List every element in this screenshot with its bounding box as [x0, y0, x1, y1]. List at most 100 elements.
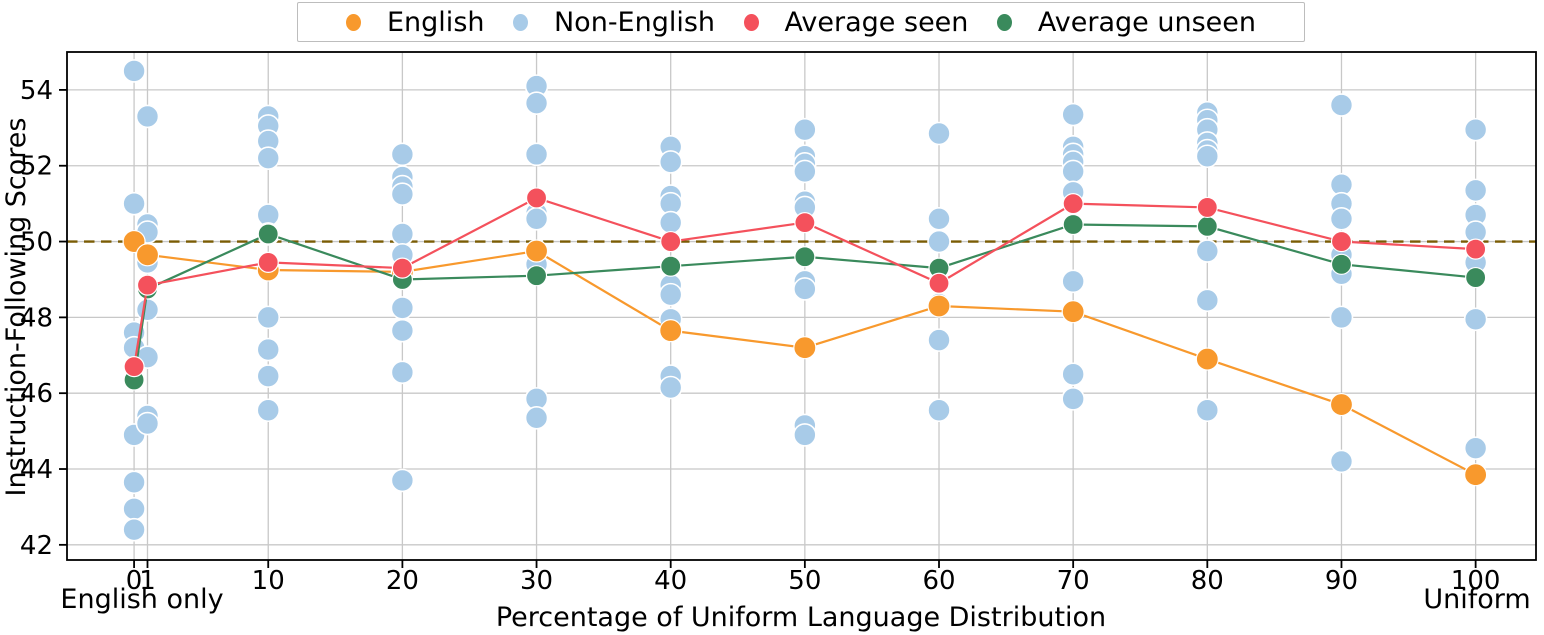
series-marker-average-unseen [794, 246, 816, 268]
series-marker-english [927, 294, 951, 318]
scatter-point-non-english [927, 398, 951, 423]
scatter-point-non-english [135, 297, 160, 322]
y-tick-label: 52 [20, 152, 53, 182]
scatter-point-non-english [256, 364, 281, 388]
scatter-point-non-english [1061, 362, 1085, 387]
y-tick-label: 44 [20, 455, 53, 485]
y-tick-label: 48 [20, 303, 53, 333]
scatter-point-non-english [1061, 102, 1085, 127]
legend-marker-icon [512, 13, 528, 31]
series-marker-average-seen [660, 230, 682, 253]
scatter-point-non-english [793, 277, 817, 301]
x-tick-label: 1 [139, 566, 156, 596]
y-axis-title: Instruction-Following Scores [1, 117, 32, 497]
x-tick-label: 40 [654, 566, 687, 596]
scatter-point-non-english [658, 150, 683, 174]
scatter-point-non-english [390, 360, 415, 385]
series-marker-average-unseen [1465, 266, 1487, 289]
scatter-point-non-english [1463, 436, 1488, 460]
series-marker-average-seen [794, 211, 816, 234]
series-marker-average-unseen [525, 265, 548, 287]
scatter-point-non-english [256, 398, 281, 423]
scatter-point-non-english [1329, 449, 1354, 474]
series-marker-average-seen [123, 356, 145, 378]
series-marker-average-unseen [1062, 213, 1084, 236]
scatter-point-non-english [390, 468, 415, 493]
scatter-point-non-english [390, 222, 415, 246]
x-axis-title: Percentage of Uniform Language Distribut… [495, 602, 1107, 633]
scatter-point-non-english [927, 121, 951, 146]
series-marker-average-seen [136, 274, 159, 296]
y-tick-label: 42 [20, 531, 53, 561]
series-marker-english [793, 336, 817, 360]
legend-label: Non-English [553, 6, 716, 38]
legend-marker-icon [996, 13, 1012, 31]
x-axis-context-english-only: English only [60, 584, 224, 615]
scatter-point-non-english [390, 318, 415, 343]
series-marker-english [524, 239, 549, 263]
scatter-point-non-english [122, 470, 146, 495]
scatter-point-non-english [390, 182, 415, 206]
legend-label: English [387, 6, 485, 38]
series-marker-english [1195, 347, 1219, 371]
series-marker-english [659, 319, 683, 343]
scatter-point-non-english [793, 423, 817, 447]
series-marker-average-seen [1330, 230, 1353, 253]
scatter-point-non-english [122, 517, 146, 542]
series-marker-average-unseen [1196, 215, 1218, 237]
scatter-point-non-english [1329, 207, 1354, 231]
scatter-point-non-english [1195, 144, 1220, 169]
scatter-point-non-english [1061, 159, 1085, 184]
series-marker-average-seen [391, 257, 413, 279]
x-tick-label: 10 [252, 566, 285, 596]
series-marker-average-seen [525, 187, 548, 209]
scatter-point-non-english [256, 146, 281, 170]
scatter-point-non-english [1329, 93, 1354, 117]
series-marker-average-seen [257, 251, 279, 274]
scatter-point-non-english [1329, 305, 1354, 330]
series-marker-average-seen [1196, 196, 1218, 219]
x-tick-label: 20 [386, 566, 419, 596]
scatter-point-non-english [1195, 239, 1220, 263]
series-marker-average-seen [1465, 238, 1487, 260]
series-line-english [133, 240, 1477, 476]
x-tick-label: 70 [1057, 566, 1090, 596]
y-tick-label: 54 [20, 76, 53, 106]
legend-item-average-unseen: Average unseen [996, 6, 1256, 38]
series-line-average-unseen [132, 223, 1476, 381]
scatter-point-non-english [1195, 398, 1220, 423]
y-tick-label: 50 [20, 228, 53, 258]
scatter-point-non-english [524, 406, 549, 430]
x-tick-label: 50 [788, 566, 821, 596]
series-marker-average-unseen [257, 223, 279, 245]
x-tick-label: 60 [922, 566, 955, 596]
legend-item-average-seen: Average seen [743, 6, 969, 38]
scatter-point-non-english [1463, 117, 1488, 142]
scatter-point-non-english [122, 497, 146, 521]
scatter-point-non-english [1061, 269, 1085, 294]
scatter-point-non-english [793, 159, 817, 184]
legend-item-english: English [346, 7, 485, 38]
plot-border [66, 51, 1537, 561]
scatter-point-non-english [390, 142, 415, 167]
series-marker-average-seen [928, 272, 950, 294]
series-marker-average-unseen [1330, 253, 1353, 275]
scatter-point-non-english [524, 207, 549, 231]
scatter-point-non-english [135, 411, 160, 436]
scatter-point-non-english [524, 142, 549, 167]
scatter-point-non-english [927, 207, 951, 231]
legend-label: Average unseen [1037, 6, 1256, 38]
scatter-point-non-english [1061, 387, 1085, 411]
scatter-point-non-english [1195, 288, 1220, 313]
scatter-point-non-english [256, 305, 281, 330]
scatter-point-non-english [793, 117, 817, 142]
series-line-average-seen [132, 196, 1476, 367]
series-marker-english [1464, 463, 1488, 487]
y-tick-label: 46 [20, 379, 53, 409]
legend: English Non-English Average seen Average un… [297, 2, 1305, 42]
legend-label: Average seen [784, 6, 969, 38]
x-tick-label: 90 [1325, 566, 1358, 596]
series-marker-english [1061, 300, 1085, 324]
